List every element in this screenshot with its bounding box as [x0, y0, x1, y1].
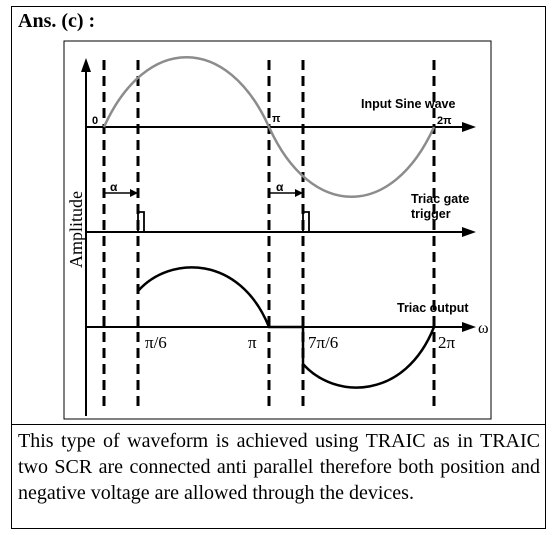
- alpha-arrow-2: [295, 189, 303, 197]
- output-tick-2pi: 2π: [438, 333, 456, 352]
- alpha-label-1: α: [110, 180, 118, 194]
- section-divider: [11, 424, 546, 425]
- input-sine-wave: [102, 56, 436, 198]
- input-trace-label: Input Sine wave: [361, 97, 456, 111]
- answer-box: [11, 6, 546, 529]
- gate-pulse-1: [137, 211, 145, 232]
- alpha-arrow-1: [130, 189, 138, 197]
- y-axis-label: Amplitude: [66, 191, 86, 268]
- output-axis-arrow: [462, 322, 476, 332]
- triac-output-wave: [137, 266, 436, 389]
- input-tick-2pi: 2π: [437, 115, 452, 127]
- amplitude-axis-arrow: [81, 58, 91, 72]
- gate-trace-label-line2: trigger: [411, 207, 451, 221]
- diagram-border: [63, 40, 492, 420]
- output-tick-7pi6: 7π/6: [308, 333, 338, 352]
- gate-trace-label-line1: Triac gate: [411, 192, 469, 206]
- output-tick-pi: π: [248, 333, 257, 352]
- alpha-label-2: α: [276, 180, 284, 194]
- explanation-text: This type of waveform is achieved using …: [18, 430, 540, 504]
- input-tick-0: 0: [92, 115, 98, 127]
- input-tick-pi: π: [272, 113, 281, 125]
- output-tick-pi6: π/6: [145, 333, 167, 352]
- gate-axis-arrow: [462, 227, 476, 237]
- output-trace-label: Triac output: [397, 301, 469, 315]
- omega-label: ω: [478, 320, 489, 337]
- input-axis-arrow: [462, 122, 476, 132]
- gate-pulse-2: [302, 211, 310, 232]
- triac-waveform-diagram: Amplitude Input Sine wave Triac gate tri…: [63, 40, 492, 420]
- answer-heading: Ans. (c) :: [18, 10, 96, 32]
